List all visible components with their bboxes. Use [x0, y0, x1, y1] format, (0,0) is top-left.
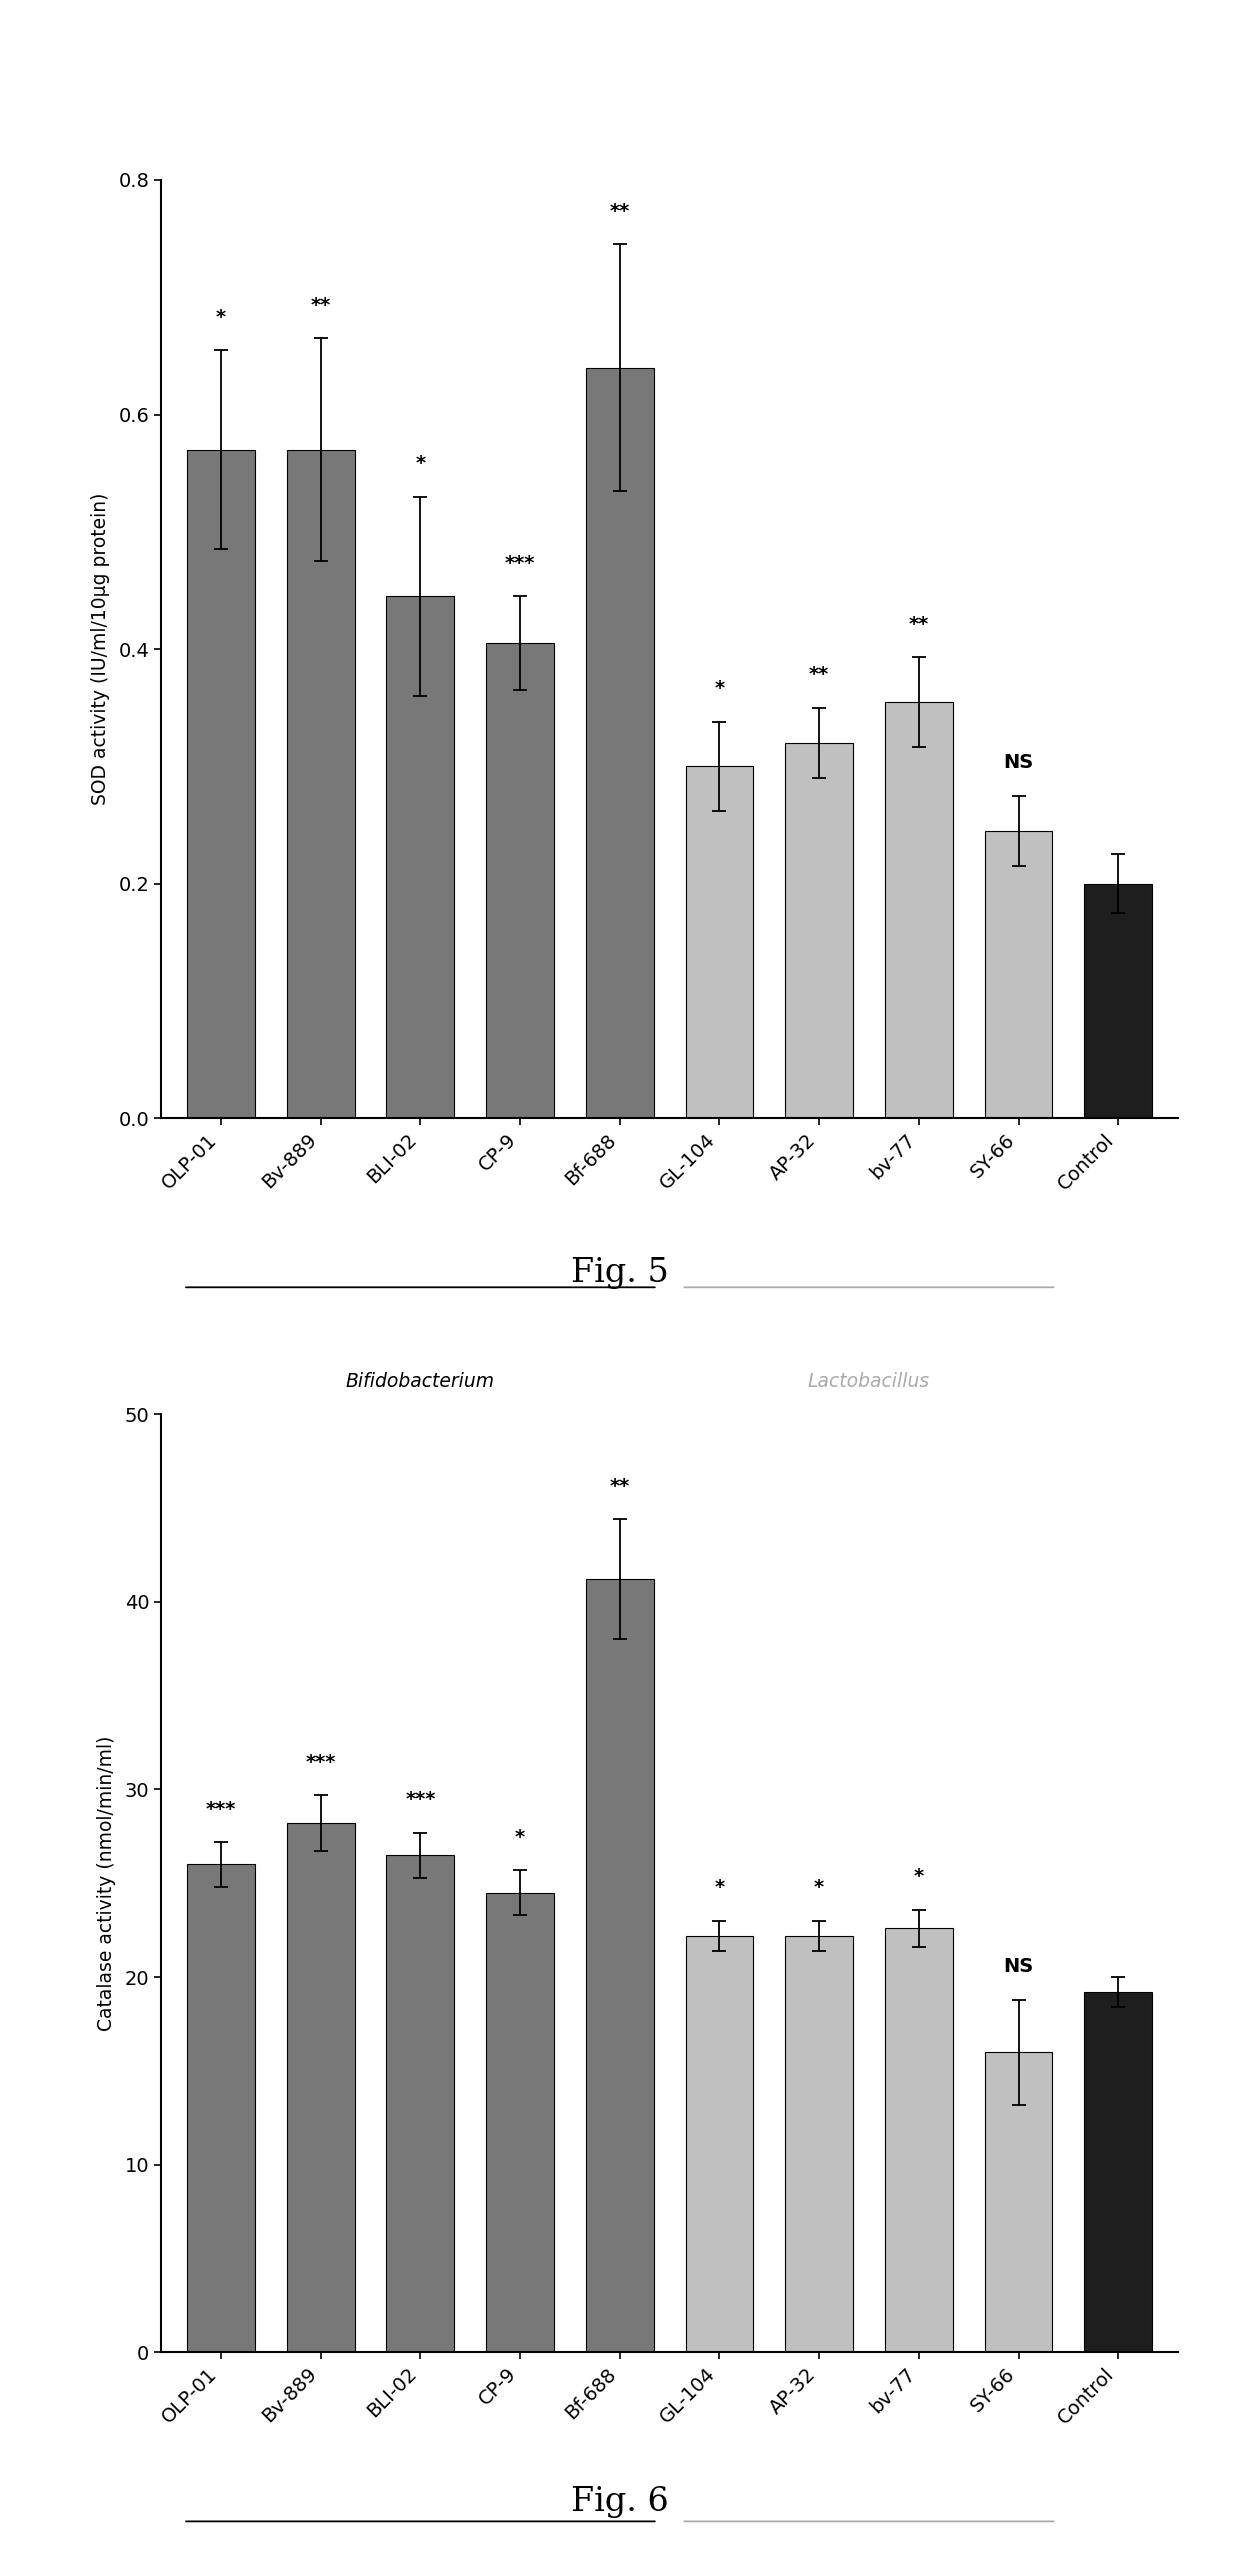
Bar — [885, 702, 952, 1118]
Bar — [187, 1864, 255, 2352]
Text: ***: *** — [405, 1789, 435, 1810]
Bar — [387, 1856, 454, 2352]
Bar — [286, 1823, 355, 2352]
Text: *: * — [415, 455, 425, 473]
Text: *: * — [714, 679, 724, 699]
Text: **: ** — [610, 203, 630, 221]
Bar — [1084, 884, 1152, 1118]
Bar — [286, 450, 355, 1118]
Text: Fig. 5: Fig. 5 — [572, 1257, 668, 1288]
Bar — [187, 450, 255, 1118]
Y-axis label: Catalase activity (nmol/min/ml): Catalase activity (nmol/min/ml) — [97, 1735, 117, 2031]
Text: **: ** — [909, 614, 929, 635]
Bar — [686, 1936, 754, 2352]
Text: ***: *** — [206, 1800, 236, 1818]
Text: Lactobacillus: Lactobacillus — [808, 1373, 930, 1391]
Bar — [585, 1579, 653, 2352]
Text: **: ** — [808, 666, 830, 684]
Text: ***: *** — [505, 553, 536, 573]
Bar — [585, 368, 653, 1118]
Text: NS: NS — [1003, 1957, 1034, 1977]
Bar — [985, 2052, 1053, 2352]
Text: Bifidobacterium: Bifidobacterium — [346, 1373, 495, 1391]
Bar — [885, 1928, 952, 2352]
Text: **: ** — [310, 296, 331, 314]
Text: ***: *** — [305, 1753, 336, 1771]
Bar — [985, 830, 1053, 1118]
Text: *: * — [515, 1828, 525, 1846]
Text: NS: NS — [1003, 753, 1034, 771]
Y-axis label: SOD activity (IU/ml/10μg protein): SOD activity (IU/ml/10μg protein) — [92, 494, 110, 805]
Bar — [486, 643, 554, 1118]
Text: *: * — [914, 1867, 924, 1887]
Text: *: * — [714, 1879, 724, 1897]
Text: Fig. 6: Fig. 6 — [572, 2486, 668, 2517]
Text: **: ** — [610, 1476, 630, 1496]
Bar — [387, 596, 454, 1118]
Text: *: * — [216, 309, 226, 327]
Bar — [785, 1936, 853, 2352]
Bar — [686, 766, 754, 1118]
Bar — [1084, 1993, 1152, 2352]
Bar — [785, 743, 853, 1118]
Text: *: * — [815, 1879, 825, 1897]
Bar — [486, 1892, 554, 2352]
